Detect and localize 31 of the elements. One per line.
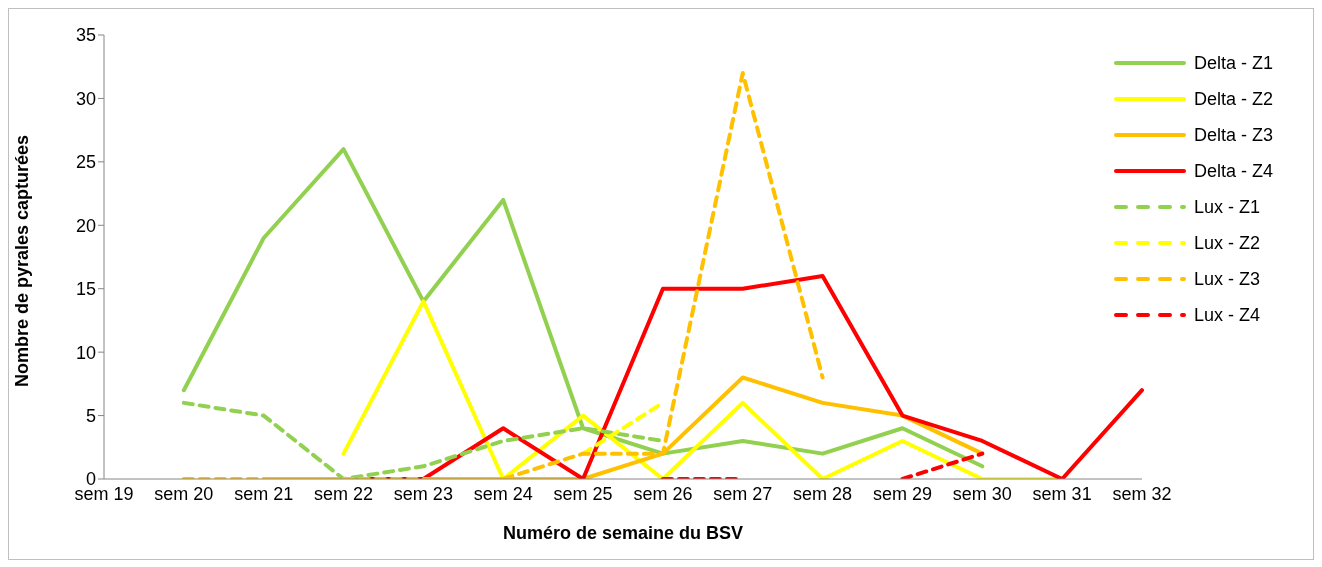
legend-label: Delta - Z3: [1193, 124, 1273, 147]
x-tick-label: sem 20: [154, 483, 214, 504]
y-tick-label: 25: [75, 152, 96, 173]
y-axis-title: Nombre de pyrales capturées: [12, 134, 33, 387]
y-tick-label: 35: [75, 25, 96, 46]
x-tick-label: sem 25: [553, 483, 613, 504]
legend-label: Lux - Z4: [1193, 304, 1260, 327]
x-tick-label: sem 26: [633, 483, 693, 504]
legend-label: Delta - Z4: [1193, 160, 1273, 183]
x-tick-label: sem 23: [393, 483, 453, 504]
legend-label: Delta - Z2: [1193, 88, 1273, 111]
x-tick-label: sem 30: [952, 483, 1012, 504]
x-tick-label: sem 21: [234, 483, 294, 504]
legend-label: Lux - Z2: [1193, 232, 1260, 255]
y-tick-label: 5: [85, 405, 96, 426]
y-tick-label: 30: [75, 88, 96, 109]
x-tick-label: sem 29: [872, 483, 932, 504]
x-tick-label: sem 28: [793, 483, 853, 504]
x-tick-label: sem 27: [713, 483, 773, 504]
x-tick-label: sem 32: [1112, 483, 1172, 504]
legend-label: Lux - Z1: [1193, 196, 1260, 219]
y-tick-label: 0: [85, 469, 96, 490]
x-tick-label: sem 31: [1032, 483, 1092, 504]
legend-label: Lux - Z3: [1193, 268, 1260, 291]
y-tick-label: 20: [75, 215, 96, 236]
x-tick-label: sem 24: [473, 483, 533, 504]
legend-label: Delta - Z1: [1193, 52, 1273, 75]
y-tick-label: 15: [75, 279, 96, 300]
x-axis-title: Numéro de semaine du BSV: [502, 523, 744, 543]
x-tick-label: sem 22: [314, 483, 374, 504]
y-tick-label: 10: [75, 342, 96, 363]
